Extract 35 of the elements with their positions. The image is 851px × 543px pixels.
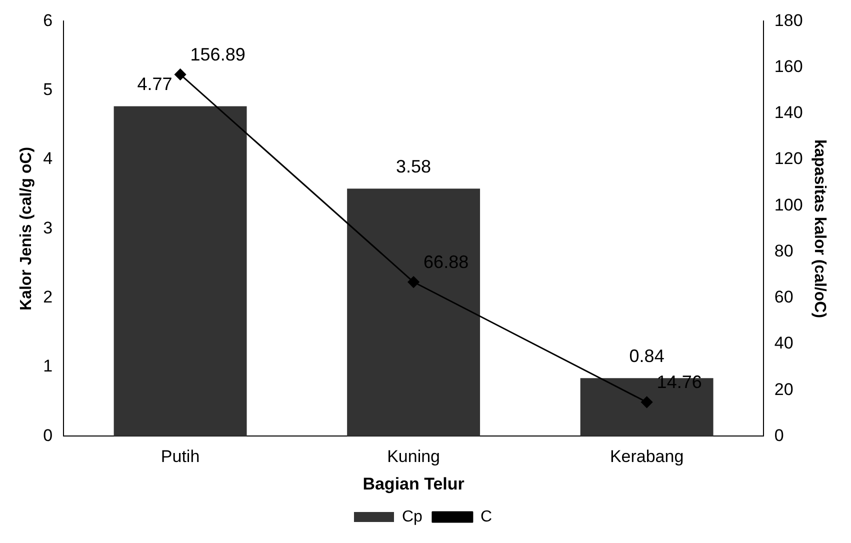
y2-tick-label: 100 <box>774 195 803 214</box>
data-label: 14.76 <box>656 372 702 392</box>
y-tick-label: 3 <box>43 218 53 238</box>
x-tick-label: Kerabang <box>610 447 684 466</box>
y2-axis-title: kapasitas kalor (cal/oC) <box>810 139 828 318</box>
y-tick-label: 0 <box>43 426 53 445</box>
x-axis-title: Bagian Telur <box>362 474 465 494</box>
data-label: 3.58 <box>396 156 432 177</box>
y2-tick-label: 0 <box>774 426 784 445</box>
y-tick-label: 4 <box>43 149 53 168</box>
y2-tick-label: 160 <box>774 57 803 76</box>
legend-label: C <box>480 508 492 526</box>
y2-tick-label: 80 <box>774 241 794 260</box>
y2-tick-label: 20 <box>774 380 794 399</box>
data-label: 4.77 <box>137 74 172 94</box>
y-tick-label: 1 <box>43 356 53 376</box>
x-tick-label: Kuning <box>387 447 440 466</box>
x-tick-label: Putih <box>160 447 200 466</box>
y-tick-label: 5 <box>43 80 53 100</box>
data-label: 0.84 <box>629 346 664 366</box>
y2-tick-label: 140 <box>774 103 803 122</box>
y2-tick-label: 60 <box>774 288 794 307</box>
point <box>408 276 420 288</box>
legend-label: Cp <box>402 508 423 526</box>
y-tick-label: 6 <box>43 10 53 30</box>
y2-tick-label: 40 <box>774 334 794 353</box>
y-axis-title: Kalor Jenis (cal/g oC) <box>18 146 36 310</box>
data-label: 156.89 <box>190 44 246 64</box>
y2-tick-label: 180 <box>774 10 803 30</box>
bar <box>114 106 247 436</box>
point <box>174 68 186 80</box>
bar <box>347 188 480 436</box>
y-tick-label: 2 <box>43 288 53 307</box>
point <box>641 396 653 408</box>
y2-tick-label: 120 <box>774 149 803 168</box>
